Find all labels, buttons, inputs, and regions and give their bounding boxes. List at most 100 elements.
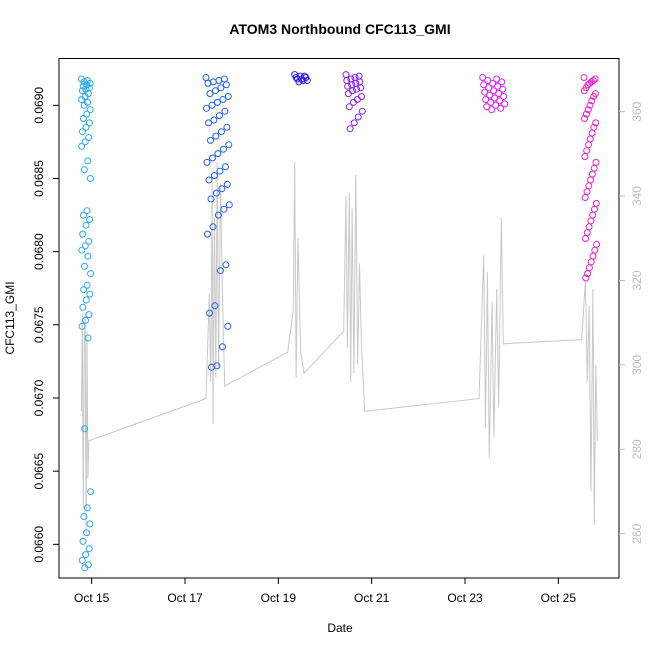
data-point [342, 71, 350, 79]
data-point [80, 166, 88, 174]
data-point [581, 115, 589, 122]
data-point [211, 87, 219, 95]
data-point [480, 81, 488, 89]
data-point [220, 205, 228, 213]
data-point [83, 504, 91, 512]
data-point [79, 537, 87, 545]
data-point [205, 176, 213, 184]
data-point [87, 270, 95, 278]
data-point [482, 96, 490, 103]
data-point [203, 104, 210, 112]
data-point [84, 252, 92, 260]
x-tick-label: Oct 21 [354, 591, 390, 605]
data-point [586, 101, 594, 109]
data-point [346, 125, 354, 133]
data-point [84, 334, 92, 342]
data-point [206, 90, 214, 98]
y2-tick-label: 340 [630, 186, 644, 206]
data-point [78, 96, 86, 103]
data-point [221, 107, 229, 115]
data-point [219, 145, 227, 153]
data-point [344, 82, 352, 90]
data-point [214, 211, 222, 219]
data-point [589, 252, 597, 260]
data-point [592, 119, 600, 127]
data-point [80, 286, 88, 294]
data-point [295, 78, 303, 86]
data-point [357, 84, 365, 92]
data-point [204, 79, 212, 87]
data-point [354, 113, 362, 121]
data-point [81, 242, 89, 250]
data-point [219, 96, 227, 103]
chart-title: ATOM3 Northbound CFC113_GMI [229, 21, 450, 37]
data-point [85, 119, 93, 127]
data-point [350, 119, 358, 127]
data-point [82, 316, 89, 324]
data-point [78, 87, 86, 95]
data-point [80, 513, 88, 520]
data-point [85, 237, 93, 245]
y-tick-label: 0.0685 [32, 160, 46, 197]
data-point [222, 81, 230, 89]
data-point [209, 223, 217, 231]
data-point [85, 311, 93, 319]
data-point [584, 270, 592, 278]
data-point [355, 72, 363, 80]
data-point [218, 343, 226, 351]
data-point [82, 296, 90, 304]
y-axis: 0.0660 0.0665 0.0670 0.0675 0.0680 0.0685 0.06… [32, 87, 59, 563]
data-point [489, 79, 497, 87]
x-tick-label: Oct 17 [167, 591, 203, 605]
data-point [586, 79, 594, 87]
data-point [211, 302, 219, 310]
data-points [77, 71, 601, 572]
y2-tick-label: 360 [630, 101, 644, 121]
data-point [202, 74, 210, 81]
data-point [587, 258, 595, 266]
x-tick-label: Oct 25 [541, 591, 577, 605]
data-point [500, 93, 508, 100]
data-point [81, 138, 89, 146]
y2-tick-label: 300 [630, 355, 644, 375]
data-point [344, 90, 352, 98]
data-point [78, 246, 86, 254]
data-point [488, 106, 496, 114]
data-point [588, 129, 596, 137]
data-point [86, 175, 94, 182]
data-point [216, 167, 224, 175]
data-point [582, 274, 590, 282]
data-point [218, 185, 226, 193]
data-point [82, 123, 90, 131]
data-point [582, 235, 589, 242]
data-point [82, 221, 90, 229]
y-tick-label: 0.0660 [32, 526, 46, 563]
data-point [85, 545, 93, 553]
data-point [216, 267, 224, 275]
x-tick-label: Oct 15 [74, 591, 110, 605]
y2-tick-label: 260 [630, 523, 644, 543]
data-point [485, 84, 493, 92]
data-point [582, 110, 590, 118]
data-point [592, 158, 600, 166]
data-point [580, 74, 588, 81]
data-point [78, 142, 86, 150]
data-point [345, 103, 353, 111]
data-point [486, 91, 494, 99]
y-tick-label: 0.0670 [32, 379, 46, 416]
data-point [82, 551, 90, 559]
data-point [479, 74, 487, 81]
data-point [86, 216, 94, 223]
data-point [303, 77, 311, 84]
y-axis-label: CFC113_GMI [3, 281, 17, 354]
data-point [78, 322, 86, 330]
data-point [493, 75, 501, 83]
data-point [212, 189, 220, 197]
data-point [491, 94, 499, 102]
data-point [581, 194, 589, 201]
data-point [353, 85, 361, 93]
data-point [225, 141, 233, 149]
data-point [591, 246, 599, 254]
data-point [358, 107, 366, 115]
data-point [207, 195, 215, 203]
